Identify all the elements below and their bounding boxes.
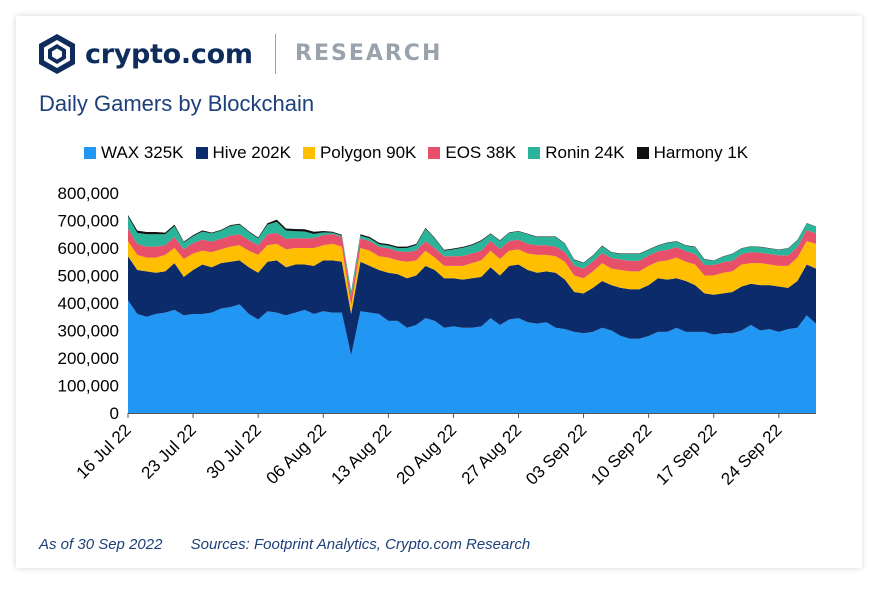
y-tick-label: 400,000 [58,294,119,313]
x-tick-label: 24 Sep 22 [717,420,785,488]
legend-label: EOS 38K [445,143,517,162]
legend-swatch [84,147,96,159]
as-of-note: As of 30 Sep 2022 [39,536,163,553]
legend-item-0: WAX 325K [84,143,184,163]
legend-label: Ronin 24K [545,143,625,162]
area-series-3 [128,228,816,306]
legend-label: WAX 325K [101,143,184,162]
crypto-com-lion-shield-icon [39,34,75,74]
legend-label: Hive 202K [212,143,291,162]
area-series-0 [128,300,816,413]
footer: As of 30 Sep 2022 Sources: Footprint Ana… [39,536,530,553]
brand-name: crypto.com [85,38,253,70]
x-tick-label: 13 Aug 22 [328,420,396,488]
legend-swatch [195,147,208,159]
legend-label: Harmony 1K [653,143,749,162]
legend-item-4: Ronin 24K [528,143,625,163]
legend-item-5: Harmony 1K [636,143,749,163]
y-tick-label: 200,000 [58,349,119,368]
legend-swatch [528,147,541,159]
y-tick-label: 300,000 [58,322,119,341]
y-tick-label: 700,000 [58,212,119,231]
legend-label: Polygon 90K [319,143,417,162]
x-tick-label: 27 Aug 22 [458,420,526,488]
legend-swatch [636,147,649,159]
x-tick-label: 30 Jul 22 [203,420,265,482]
sources-note: Sources: Footprint Analytics, Crypto.com… [190,536,531,553]
y-tick-label: 500,000 [58,267,119,286]
x-tick-label: 06 Aug 22 [262,420,330,488]
chart-title: Daily Gamers by Blockchain [39,91,315,116]
chart-legend: WAX 325K Hive 202K Polygon 90K EOS 38K Ronin… [84,143,760,163]
brand-logo: crypto.com [38,32,253,76]
y-tick-label: 800,000 [58,184,119,203]
area-series-1 [128,256,816,356]
y-tick-label: 0 [110,404,119,423]
legend-swatch [302,147,315,159]
legend-item-2: Polygon 90K [302,143,417,163]
x-tick-label: 16 Jul 22 [73,420,135,482]
legend-swatch [428,147,441,159]
header-divider [275,34,276,74]
x-tick-label: 23 Jul 22 [138,420,200,482]
legend-item-1: Hive 202K [195,143,291,163]
area-series-2 [128,241,816,314]
x-tick-label: 10 Sep 22 [587,420,655,488]
area-series-4 [128,216,816,298]
y-tick-label: 100,000 [58,377,119,396]
legend-item-3: EOS 38K [428,143,516,163]
section-label: RESEARCH [295,41,443,66]
y-tick-label: 600,000 [58,239,119,258]
x-tick-label: 03 Sep 22 [522,420,590,488]
x-tick-label: 20 Aug 22 [393,420,461,488]
x-tick-label: 17 Sep 22 [652,420,720,488]
